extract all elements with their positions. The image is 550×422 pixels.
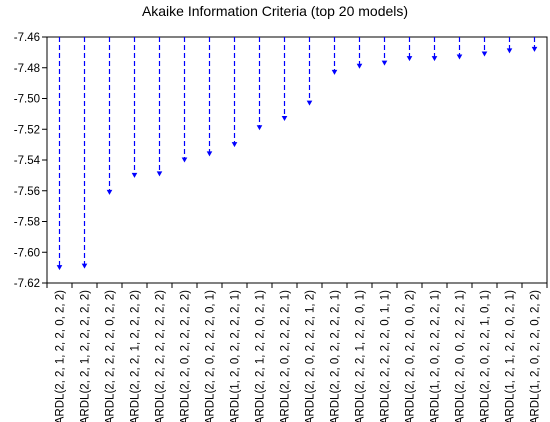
- aic-point-marker: [56, 265, 63, 271]
- aic-point-marker: [131, 172, 138, 178]
- aic-point-marker: [406, 56, 413, 62]
- x-category-label: ARDL(2, 2, 2, 2, 2, 0, 1, 1): [380, 290, 392, 422]
- x-axis-labels: ARDL(2, 2, 1, 2, 2, 0, 2, 2) ARDL(2, 2, 1…: [55, 290, 542, 422]
- x-category-label: ARDL(2, 2, 2, 1, 2, 2, 0, 1): [355, 290, 367, 422]
- x-category-label: ARDL(1, 2, 0, 2, 2, 2, 2, 1): [430, 290, 442, 422]
- y-tick-label: -7.46: [14, 32, 40, 44]
- aic-point-marker: [481, 51, 488, 57]
- x-category-label: ARDL(1, 2, 0, 2, 2, 0, 2, 2): [530, 290, 542, 422]
- x-category-label: ARDL(2, 2, 0, 2, 2, 2, 2, 1): [330, 290, 342, 422]
- x-category-label: ARDL(2, 2, 0, 2, 2, 2, 2, 1): [280, 290, 292, 422]
- y-tick-label: -7.54: [14, 155, 41, 167]
- y-axis-ticks: -7.46 -7.48 -7.50 -7.52 -7.54 -7.56 -7.58 -7.60…: [14, 32, 47, 290]
- y-tick-label: -7.50: [14, 94, 40, 106]
- x-category-label: ARDL(2, 2, 0, 2, 2, 0, 0, 2): [405, 290, 417, 422]
- aic-point-marker: [506, 48, 513, 54]
- aic-point-marker: [531, 46, 538, 52]
- x-category-label: ARDL(2, 2, 1, 2, 2, 0, 2, 2): [55, 290, 67, 422]
- x-category-label: ARDL(2, 2, 0, 2, 2, 1, 0, 1): [480, 290, 492, 422]
- aic-point-marker: [181, 157, 188, 163]
- aic-point-marker: [156, 171, 163, 177]
- chart-title: Akaike Information Criteria (top 20 mode…: [141, 3, 409, 19]
- x-category-label: ARDL(1, 2, 1, 2, 2, 0, 2, 1): [505, 290, 517, 422]
- aic-point-marker: [231, 142, 238, 148]
- aic-point-marker: [256, 125, 263, 131]
- x-category-label: ARDL(2, 2, 0, 2, 2, 2, 2, 2): [180, 290, 192, 422]
- y-tick-label: -7.48: [14, 63, 40, 75]
- x-category-label: ARDL(2, 2, 1, 2, 2, 2, 2, 2): [80, 290, 92, 422]
- y-tick-label: -7.62: [14, 278, 40, 290]
- x-category-label: ARDL(2, 2, 1, 2, 2, 0, 2, 1): [255, 290, 267, 422]
- plot-frame: [46, 36, 548, 284]
- aic-point-marker: [331, 69, 338, 75]
- aic-point-marker: [381, 60, 388, 66]
- y-tick-label: -7.60: [14, 247, 40, 259]
- x-category-label: ARDL(1, 2, 0, 2, 2, 2, 2, 1): [230, 290, 242, 422]
- x-category-label: ARDL(2, 2, 0, 2, 2, 2, 0, 1): [205, 290, 217, 422]
- aic-point-marker: [356, 63, 363, 69]
- aic-point-marker: [106, 189, 113, 195]
- aic-point-marker: [456, 54, 463, 60]
- aic-point-marker: [431, 56, 438, 62]
- x-category-label: ARDL(2, 2, 0, 0, 2, 2, 2, 1): [455, 290, 467, 422]
- axes: [46, 36, 548, 288]
- aic-point-marker: [281, 116, 288, 122]
- x-category-label: ARDL(2, 2, 2, 2, 2, 2, 2, 2): [155, 290, 167, 422]
- x-category-label: ARDL(2, 2, 2, 1, 2, 2, 2, 2): [130, 290, 142, 422]
- y-tick-label: -7.56: [14, 186, 40, 198]
- series-marks: [56, 37, 538, 271]
- y-tick-label: -7.52: [14, 124, 40, 136]
- x-category-label: ARDL(2, 2, 0, 2, 2, 2, 1, 2): [305, 290, 317, 422]
- aic-point-marker: [206, 151, 213, 157]
- aic-point-marker: [81, 263, 88, 269]
- x-category-label: ARDL(2, 2, 2, 2, 2, 0, 2, 2): [105, 290, 117, 422]
- y-tick-label: -7.58: [14, 217, 40, 229]
- aic-point-marker: [306, 100, 313, 106]
